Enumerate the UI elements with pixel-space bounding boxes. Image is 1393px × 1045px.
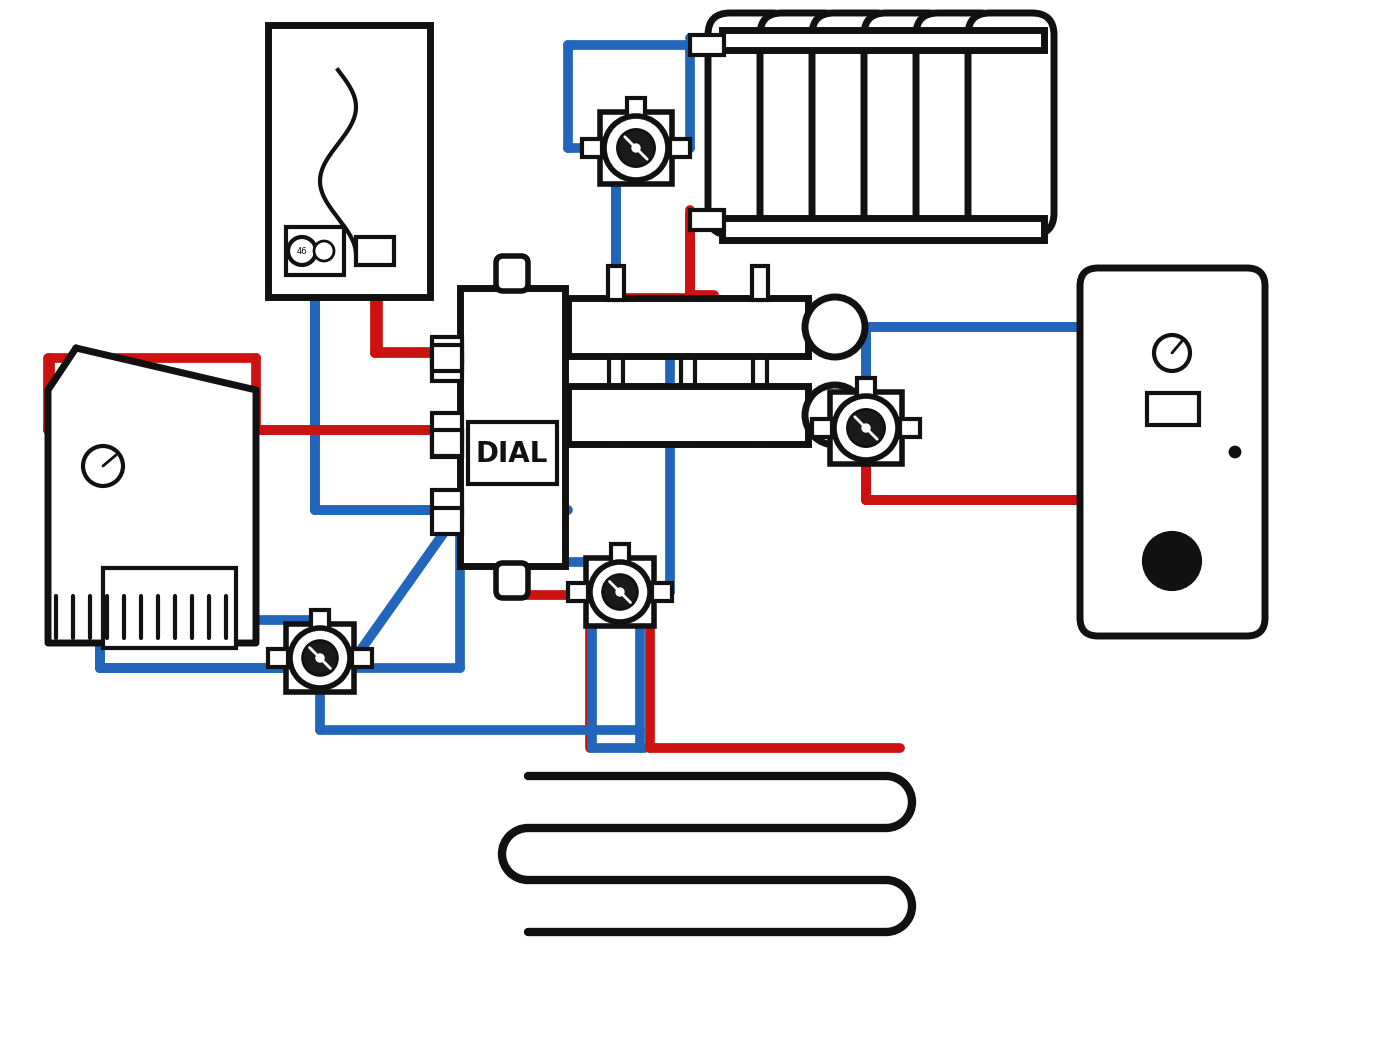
Bar [609, 355, 623, 445]
Bar [690, 34, 724, 55]
Bar [586, 558, 653, 626]
Bar [568, 386, 808, 444]
FancyBboxPatch shape [864, 13, 950, 235]
Bar [652, 583, 671, 601]
FancyBboxPatch shape [968, 13, 1055, 235]
Bar [103, 568, 235, 648]
Bar [812, 419, 832, 437]
Circle shape [847, 410, 885, 446]
Circle shape [605, 116, 669, 180]
Bar [612, 544, 630, 564]
Circle shape [632, 144, 639, 152]
Bar [582, 139, 602, 157]
Circle shape [290, 628, 350, 688]
Circle shape [616, 588, 624, 596]
Bar [352, 649, 372, 667]
Bar [432, 431, 462, 457]
Bar [460, 288, 566, 566]
Circle shape [805, 385, 865, 445]
Bar [722, 218, 1043, 240]
Circle shape [288, 237, 316, 265]
Bar [267, 25, 430, 297]
Bar [468, 422, 557, 484]
Bar [670, 139, 690, 157]
Bar [568, 583, 588, 601]
Bar [432, 490, 462, 516]
FancyBboxPatch shape [1080, 268, 1265, 636]
Circle shape [1153, 335, 1190, 371]
Bar [754, 355, 768, 445]
Circle shape [1144, 533, 1199, 589]
Bar [357, 237, 394, 265]
Bar [432, 508, 462, 534]
Circle shape [805, 297, 865, 357]
Bar [722, 30, 1043, 50]
Bar [286, 227, 344, 275]
FancyBboxPatch shape [917, 13, 1002, 235]
Text: DIAL: DIAL [476, 440, 549, 468]
Circle shape [862, 424, 871, 432]
Bar [752, 266, 768, 300]
Polygon shape [47, 348, 256, 643]
Bar [432, 355, 462, 381]
FancyBboxPatch shape [708, 13, 794, 235]
Bar [286, 624, 354, 692]
Bar [267, 649, 288, 667]
Bar [690, 210, 724, 230]
Circle shape [591, 562, 651, 622]
Bar [857, 378, 875, 398]
Text: 46: 46 [297, 247, 308, 255]
FancyBboxPatch shape [496, 563, 528, 598]
Bar [607, 266, 624, 300]
FancyBboxPatch shape [761, 13, 846, 235]
Bar [432, 336, 462, 363]
Circle shape [302, 641, 337, 675]
Bar [600, 112, 671, 184]
Bar [900, 419, 919, 437]
Bar [311, 610, 329, 630]
Bar [627, 98, 645, 118]
Bar [432, 345, 462, 371]
FancyBboxPatch shape [812, 13, 898, 235]
Circle shape [84, 446, 123, 486]
Circle shape [316, 654, 325, 661]
Circle shape [617, 130, 655, 166]
Bar [432, 413, 462, 439]
Bar [432, 429, 462, 456]
Bar [568, 298, 808, 356]
Circle shape [834, 396, 898, 460]
Bar [830, 392, 903, 464]
Circle shape [313, 241, 334, 261]
Bar [681, 355, 695, 445]
Circle shape [1230, 447, 1240, 457]
Bar [1146, 393, 1199, 425]
Circle shape [603, 575, 638, 609]
FancyBboxPatch shape [496, 256, 528, 291]
